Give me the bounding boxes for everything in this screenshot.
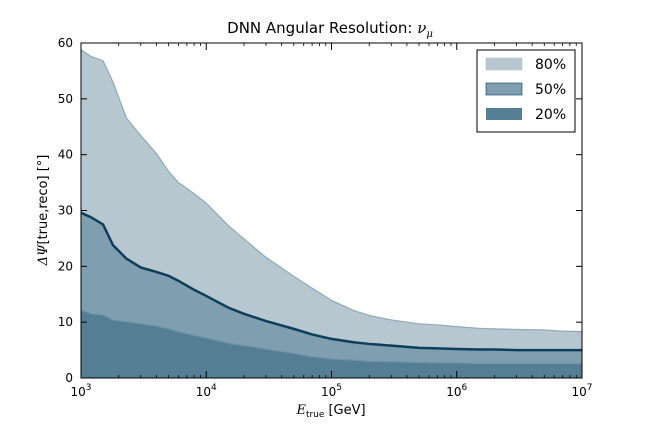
series-line-1 [80,211,582,352]
area-edge-lines [80,49,583,365]
x-tick-label-0: 103 [70,383,91,399]
y-tick-label-0: 0 [65,371,73,385]
x-tick-label-2: 105 [321,383,342,399]
x-axis-label-unit: [GeV] [328,403,365,418]
axis-tick-labels: 0 10 20 30 40 50 60 103 104 105 106 107 [58,36,593,399]
legend: 80% 50% 20% [476,49,576,133]
y-axis-label: ΔΨ[true,reco] [°] [36,155,51,267]
legend-label-2: 20% [535,107,566,123]
x-axis-label-subscript: true [306,410,325,420]
legend-swatch-1 [485,82,523,96]
legend-label-0: 80% [535,57,566,73]
y-tick-label-3: 30 [58,204,73,218]
y-tick-label-6: 60 [58,36,73,50]
chart-title-subscript: μ [426,29,433,40]
x-tick-label-4: 107 [571,383,592,399]
legend-swatch-0 [485,57,523,71]
y-axis-label-symbol: ΔΨ [36,244,51,266]
x-tick-label-1: 104 [196,383,217,399]
legend-items: 80% 50% 20% [485,57,566,123]
axis-ticks [80,42,583,379]
area-series-1 [81,212,582,378]
y-axis-label-text: [true,reco] [°] [36,155,51,245]
chart-title: DNN Angular Resolution: νμ [227,19,433,40]
y-tick-label-4: 40 [58,148,73,162]
area-series-2 [81,309,582,378]
legend-swatch-2 [486,108,522,120]
series-line-2 [80,309,582,365]
x-axis-label: Etrue [GeV] [295,403,365,420]
y-tick-label-1: 10 [58,315,73,329]
y-tick-label-5: 50 [58,92,73,106]
x-tick-label-3: 106 [446,383,467,399]
series-line-0 [80,49,583,333]
x-axis-label-symbol: E [295,403,306,418]
chart-title-symbol: ν [417,19,426,37]
legend-label-1: 50% [535,82,566,98]
y-tick-label-2: 20 [58,259,73,273]
chart-title-main: DNN Angular Resolution: [227,19,417,37]
